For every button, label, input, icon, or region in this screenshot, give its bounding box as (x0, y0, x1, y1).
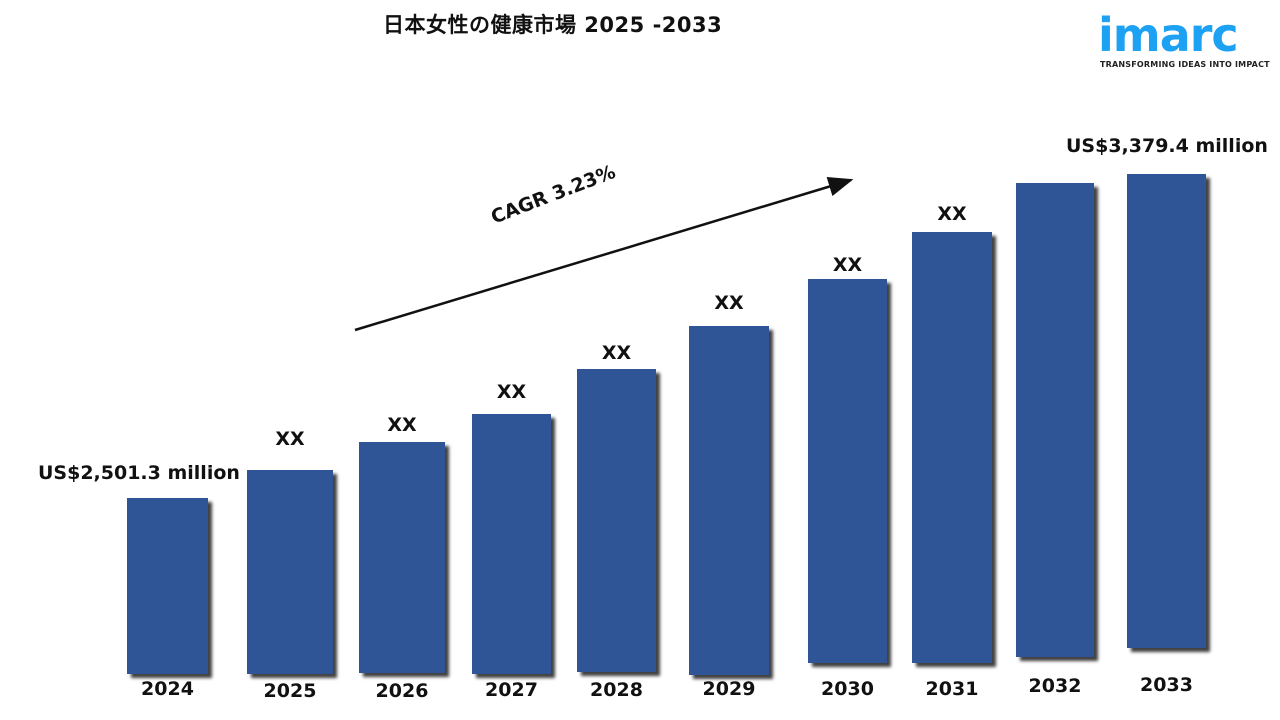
end-value-callout: US$3,379.4 million (1066, 135, 1268, 157)
bar-value-label: XX (832, 254, 863, 276)
logo-tagline: TRANSFORMING IDEAS INTO IMPACT (1100, 60, 1270, 69)
bar-2031 (912, 232, 992, 663)
imarc-logo: imarc TRANSFORMING IDEAS INTO IMPACT (1098, 4, 1270, 74)
x-axis-year-label: 2026 (375, 680, 429, 702)
bar-2028 (577, 369, 656, 672)
x-axis-year-label: 2028 (590, 679, 643, 701)
bar-2032 (1016, 183, 1094, 657)
chart-title: 日本女性の健康市場 2025 -2033 (383, 13, 723, 37)
bar-value-label: XX (496, 381, 527, 403)
bar-2024 (127, 498, 208, 674)
x-axis-year-label: 2027 (485, 679, 538, 701)
bar-2033 (1127, 174, 1206, 648)
x-axis-year-label: 2031 (925, 678, 979, 700)
x-axis-year-label: 2032 (1028, 675, 1082, 697)
bar-value-label: XX (714, 292, 744, 314)
bar-2029 (689, 326, 769, 675)
start-value-callout: US$2,501.3 million (38, 462, 240, 484)
logo-wordmark: imarc (1098, 8, 1239, 62)
bar-value-label: XX (387, 414, 417, 436)
bar-value-label: XX (275, 428, 305, 450)
bar-2025 (247, 470, 333, 674)
x-axis-year-label: 2029 (702, 678, 756, 700)
bar-2027 (472, 414, 551, 674)
bar-value-label: XX (601, 342, 632, 364)
x-axis-year-label: 2033 (1140, 674, 1193, 696)
bar-value-label: XX (937, 203, 967, 225)
bar-2026 (359, 442, 445, 673)
x-axis-year-label: 2025 (263, 680, 317, 702)
x-axis-year-label: 2030 (821, 678, 874, 700)
x-axis-year-label: 2024 (141, 678, 194, 700)
bar-2030 (808, 279, 887, 663)
